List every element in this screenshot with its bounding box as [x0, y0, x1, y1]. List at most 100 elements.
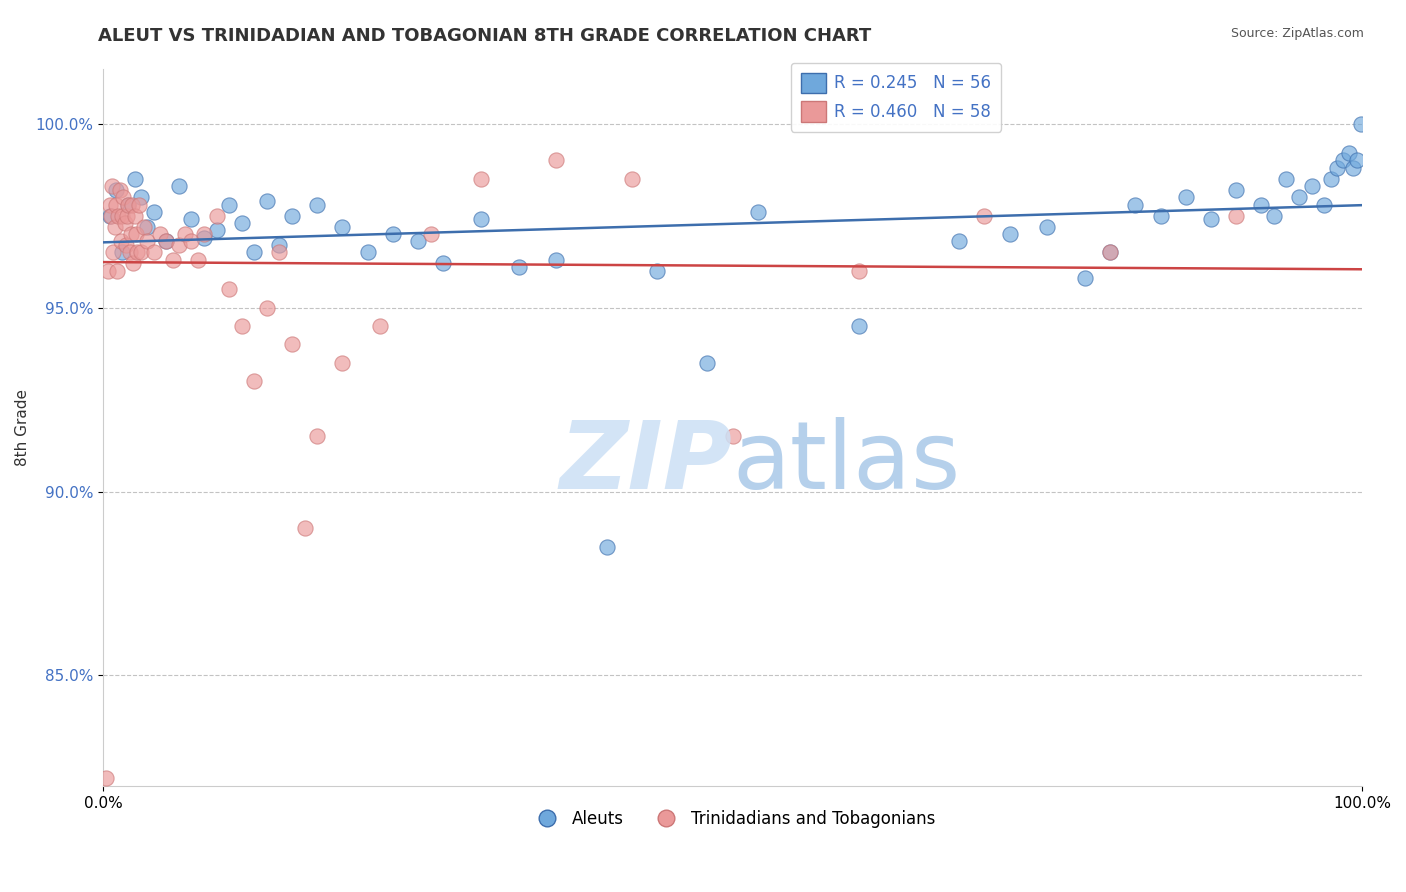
Y-axis label: 8th Grade: 8th Grade: [15, 389, 30, 466]
Point: [142, 205, 165, 219]
Point: [111, 209, 134, 223]
Point: [117, 197, 139, 211]
Point: [193, 231, 215, 245]
Point: [256, 194, 278, 208]
Point: [115, 238, 138, 252]
Point: [269, 245, 291, 260]
Point: [1326, 161, 1348, 175]
Point: [368, 318, 391, 333]
Point: [1301, 179, 1323, 194]
Point: [180, 212, 202, 227]
Point: [281, 209, 304, 223]
Point: [1225, 209, 1247, 223]
Point: [142, 245, 165, 260]
Point: [1149, 209, 1171, 223]
Point: [1339, 146, 1361, 161]
Point: [97, 264, 120, 278]
Point: [269, 238, 291, 252]
Point: [136, 235, 159, 249]
Point: [155, 235, 177, 249]
Point: [432, 256, 454, 270]
Point: [117, 197, 139, 211]
Point: [508, 260, 530, 274]
Point: [162, 252, 184, 267]
Point: [104, 183, 127, 197]
Point: [218, 197, 240, 211]
Point: [356, 245, 378, 260]
Point: [596, 540, 619, 554]
Point: [307, 197, 329, 211]
Point: [108, 183, 131, 197]
Point: [205, 209, 228, 223]
Point: [470, 172, 492, 186]
Point: [294, 521, 316, 535]
Point: [243, 374, 266, 388]
Point: [231, 216, 253, 230]
Point: [98, 209, 121, 223]
Point: [256, 301, 278, 315]
Point: [1346, 153, 1368, 168]
Point: [127, 245, 149, 260]
Point: [645, 264, 668, 278]
Point: [118, 245, 141, 260]
Point: [174, 227, 197, 241]
Point: [696, 356, 718, 370]
Point: [122, 256, 145, 270]
Legend: Aleuts, Trinidadians and Tobagonians: Aleuts, Trinidadians and Tobagonians: [523, 804, 942, 835]
Point: [110, 235, 132, 249]
Point: [998, 227, 1021, 241]
Point: [107, 209, 129, 223]
Point: [167, 238, 190, 252]
Point: [546, 153, 568, 168]
Point: [332, 356, 354, 370]
Point: [1341, 161, 1364, 175]
Text: ZIP: ZIP: [560, 417, 733, 509]
Point: [187, 252, 209, 267]
Point: [149, 227, 172, 241]
Point: [307, 429, 329, 443]
Point: [129, 190, 152, 204]
Point: [103, 245, 125, 260]
Point: [1288, 190, 1310, 204]
Point: [155, 235, 177, 249]
Point: [100, 209, 122, 223]
Point: [848, 318, 870, 333]
Point: [218, 282, 240, 296]
Point: [104, 197, 127, 211]
Point: [1275, 172, 1298, 186]
Point: [1319, 172, 1341, 186]
Point: [747, 205, 769, 219]
Point: [121, 197, 143, 211]
Point: [470, 212, 492, 227]
Point: [120, 227, 142, 241]
Point: [1036, 219, 1059, 234]
Point: [167, 179, 190, 194]
Point: [94, 772, 117, 786]
Point: [973, 209, 995, 223]
Point: [1225, 183, 1247, 197]
Point: [104, 219, 127, 234]
Point: [128, 197, 150, 211]
Point: [1313, 197, 1336, 211]
Text: ALEUT VS TRINIDADIAN AND TOBAGONIAN 8TH GRADE CORRELATION CHART: ALEUT VS TRINIDADIAN AND TOBAGONIAN 8TH …: [98, 27, 872, 45]
Point: [114, 216, 136, 230]
Point: [332, 219, 354, 234]
Point: [948, 235, 970, 249]
Point: [105, 264, 128, 278]
Point: [193, 227, 215, 241]
Point: [180, 235, 202, 249]
Point: [1099, 245, 1122, 260]
Point: [721, 429, 744, 443]
Point: [1331, 153, 1354, 168]
Point: [1174, 190, 1197, 204]
Point: [1125, 197, 1147, 211]
Point: [1074, 271, 1097, 285]
Point: [231, 318, 253, 333]
Point: [112, 190, 135, 204]
Point: [125, 227, 148, 241]
Point: [129, 245, 152, 260]
Point: [406, 235, 429, 249]
Text: atlas: atlas: [733, 417, 960, 509]
Point: [124, 209, 146, 223]
Point: [1350, 117, 1372, 131]
